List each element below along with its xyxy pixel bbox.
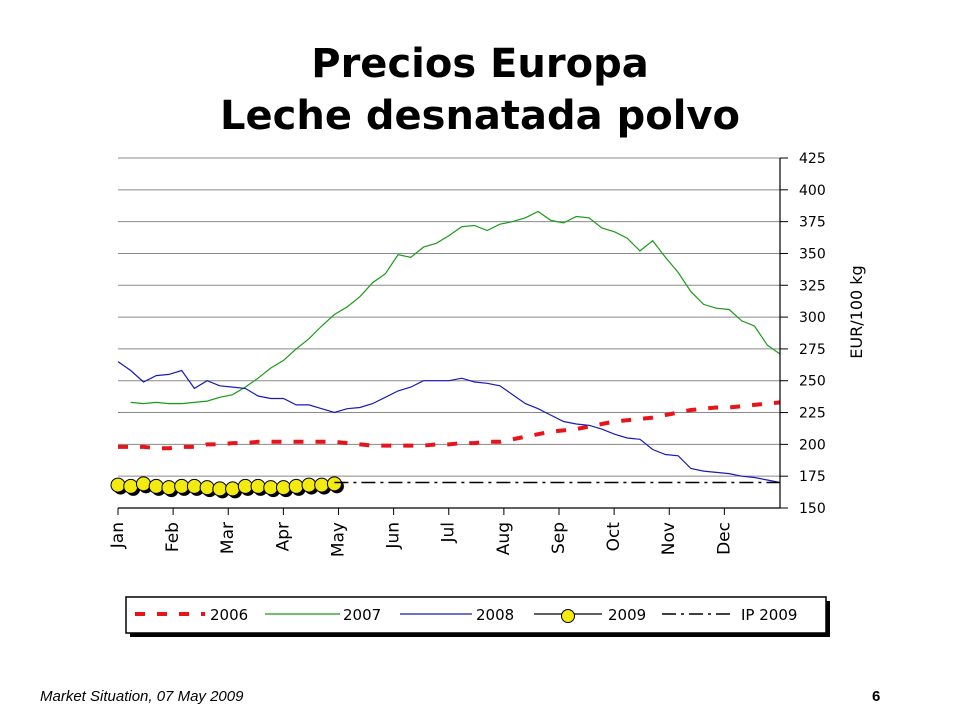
chart-title-line-1: Precios Europa bbox=[311, 41, 649, 87]
y-tick-label: 275 bbox=[799, 342, 826, 358]
x-tick-label: Sep bbox=[549, 522, 569, 554]
data-point bbox=[326, 476, 342, 492]
footer-source: Market Situation, 07 May 2009 bbox=[40, 688, 244, 705]
series-line-2008 bbox=[117, 361, 781, 484]
page-number: 6 bbox=[872, 688, 881, 705]
data-point bbox=[314, 477, 330, 493]
chart-title-line-2: Leche desnatada polvo bbox=[220, 93, 740, 139]
legend: 2006 2007 2008 2009 IP 2009 bbox=[125, 596, 830, 637]
x-tick-label: Oct bbox=[604, 522, 624, 552]
x-tick-label: Feb bbox=[163, 522, 183, 552]
data-point bbox=[199, 480, 215, 496]
y-tick-label: 150 bbox=[799, 501, 826, 517]
x-tick-label: May bbox=[328, 522, 348, 557]
data-point bbox=[263, 480, 279, 496]
y-tick-label: 175 bbox=[799, 469, 826, 485]
data-point bbox=[186, 478, 202, 494]
x-tick-label: Dec bbox=[714, 522, 734, 555]
y-tick-label: 375 bbox=[799, 215, 826, 231]
data-point bbox=[250, 478, 266, 494]
legend-box bbox=[125, 596, 827, 634]
axes: 150 175 200 225 250 275 300 325 350 375 400 425 Jan F… bbox=[108, 151, 866, 557]
legend-label: 2006 bbox=[210, 606, 248, 624]
y-tick-label: 350 bbox=[799, 246, 826, 262]
x-tick-label: Jan bbox=[108, 522, 128, 549]
data-point bbox=[174, 478, 190, 494]
x-tick-label: Apr bbox=[273, 522, 293, 551]
x-tick-label: Nov bbox=[659, 522, 679, 555]
data-point bbox=[276, 480, 291, 496]
series-layer bbox=[110, 210, 781, 499]
data-point bbox=[110, 477, 126, 493]
legend-marker-2009 bbox=[561, 609, 575, 623]
y-tick-label: 300 bbox=[799, 310, 826, 326]
data-point bbox=[148, 478, 164, 494]
x-tick-label: Mar bbox=[218, 522, 238, 554]
y-tick-label: 250 bbox=[799, 374, 826, 390]
legend-label: 2008 bbox=[476, 606, 514, 624]
data-point bbox=[301, 477, 317, 493]
data-point bbox=[135, 476, 151, 492]
y-tick-label: 200 bbox=[799, 437, 826, 453]
legend-label: 2007 bbox=[343, 606, 381, 624]
y-tick-label: 425 bbox=[799, 151, 826, 167]
x-tick-label: Jun bbox=[384, 522, 404, 550]
x-tick-label: Jul bbox=[439, 522, 459, 544]
data-point bbox=[161, 480, 177, 496]
series-line-2006 bbox=[118, 400, 781, 451]
y-tick-label: 325 bbox=[799, 278, 826, 294]
data-point bbox=[237, 478, 253, 494]
data-point bbox=[123, 478, 139, 494]
gridlines bbox=[118, 157, 780, 477]
data-point bbox=[225, 481, 241, 497]
y-tick-label: 225 bbox=[799, 406, 826, 422]
legend-label: IP 2009 bbox=[741, 606, 797, 624]
x-tick-label: Aug bbox=[494, 522, 514, 555]
y-axis-label: EUR/100 kg bbox=[847, 265, 866, 358]
legend-label: 2009 bbox=[608, 606, 646, 624]
series-line-2007 bbox=[130, 210, 781, 405]
y-tick-label: 400 bbox=[799, 183, 826, 199]
data-point bbox=[288, 478, 304, 494]
data-point bbox=[212, 481, 228, 497]
